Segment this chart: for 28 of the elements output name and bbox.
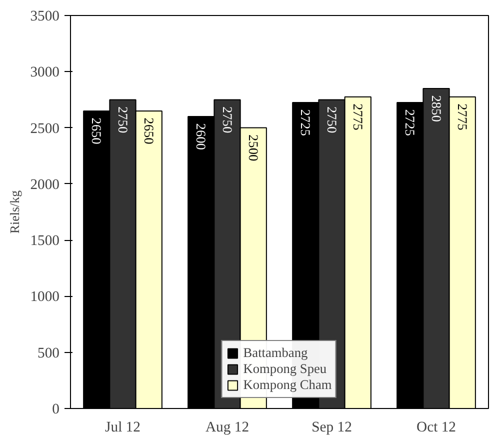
data-label: 2750 [220, 106, 235, 134]
y-axis-title: Riels/kg [7, 190, 22, 234]
x-tick-label: Sep 12 [312, 420, 352, 436]
data-label: 2725 [402, 109, 418, 136]
data-label: 2650 [89, 118, 104, 145]
y-tick-label: 3000 [30, 64, 60, 81]
x-tick-label: Aug 12 [205, 420, 250, 436]
data-label: 2725 [298, 109, 314, 136]
y-tick-label: 0 [52, 402, 60, 418]
y-tick-label: 500 [38, 345, 60, 362]
data-label: 2650 [141, 118, 156, 145]
legend-label: Kompong Speu [243, 361, 327, 377]
data-label: 2850 [428, 95, 444, 122]
legend-label: Battambang [243, 345, 308, 361]
data-label: 2775 [454, 104, 470, 131]
x-tick-label: Jul 12 [105, 420, 140, 436]
data-label: 2600 [194, 123, 209, 150]
data-label: 2750 [324, 106, 340, 134]
y-tick-label: 1000 [30, 289, 60, 306]
legend-label: Kompong Cham [243, 377, 332, 393]
x-tick-label: Oct 12 [416, 420, 456, 436]
data-label: 2750 [115, 106, 130, 134]
y-tick-label: 2500 [30, 120, 60, 137]
data-label: 2500 [246, 134, 261, 162]
y-tick-label: 2000 [30, 176, 60, 193]
data-label: 2775 [350, 104, 366, 131]
y-tick-label: 1500 [30, 233, 60, 250]
y-tick-label: 3500 [30, 8, 60, 24]
